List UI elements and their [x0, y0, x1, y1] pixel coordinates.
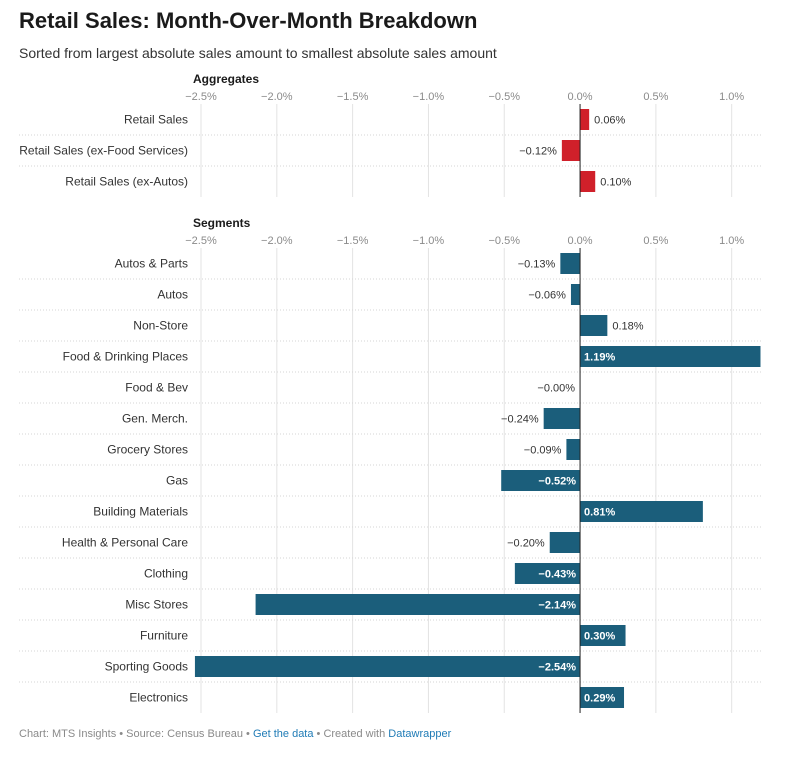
x-tick-label: 0.0% [568, 91, 593, 103]
data-label: −0.20% [507, 538, 545, 550]
category-label: Electronics [129, 691, 188, 705]
category-label: Food & Bev [125, 381, 188, 395]
x-tick-label: 0.5% [643, 91, 668, 103]
bar [580, 625, 626, 646]
chart-title: Retail Sales: Month-Over-Month Breakdown [19, 8, 478, 33]
bar [560, 253, 581, 274]
x-tick-label: −2.0% [261, 235, 293, 247]
x-tick-label: 1.0% [719, 235, 744, 247]
bar [566, 439, 581, 460]
bar [580, 109, 590, 130]
bar [501, 470, 581, 491]
chart-subtitle: Sorted from largest absolute sales amoun… [19, 45, 497, 61]
category-label: Retail Sales [124, 113, 188, 127]
x-tick-label: −1.5% [337, 235, 369, 247]
x-tick-label: −2.5% [185, 91, 217, 103]
bar-chart: Aggregates−2.5% −2.0% −1.5% −1.0% −0.5% 0.0% 0… [19, 72, 762, 713]
data-label: −0.06% [528, 290, 566, 302]
data-label: 0.06% [594, 115, 625, 127]
bar [549, 532, 581, 553]
category-label: Misc Stores [125, 598, 188, 612]
category-label: Building Materials [93, 505, 188, 519]
footer-separator: • [116, 728, 127, 740]
bar [570, 284, 581, 305]
data-label: −0.13% [518, 259, 556, 271]
category-label: Gen. Merch. [122, 412, 188, 426]
panel-heading-aggregates: Aggregates [193, 72, 259, 86]
x-tick-label: 0.5% [643, 235, 668, 247]
footer-separator: • [242, 728, 253, 740]
data-label: −2.14% [538, 600, 576, 612]
category-label: Autos & Parts [115, 257, 188, 271]
datawrapper-link[interactable]: Datawrapper [388, 728, 452, 740]
data-label: 0.29% [584, 693, 615, 705]
x-tick-label: −1.5% [337, 91, 369, 103]
bar [194, 656, 581, 677]
x-tick-label: 1.0% [719, 91, 744, 103]
category-label: Food & Drinking Places [63, 350, 188, 364]
category-label: Health & Personal Care [62, 536, 188, 550]
category-label: Retail Sales (ex-Autos) [65, 175, 188, 189]
data-label: −0.24% [501, 414, 539, 426]
category-label: Furniture [140, 629, 188, 643]
data-label: −0.43% [538, 569, 576, 581]
bar [580, 501, 703, 522]
chart-credit: Chart: MTS Insights [19, 728, 117, 740]
category-label: Clothing [144, 567, 188, 581]
source-credit: Source: Census Bureau [126, 728, 243, 740]
bar [580, 687, 625, 708]
bar [580, 346, 761, 367]
data-label: 0.30% [584, 631, 615, 643]
bar [580, 171, 596, 192]
bar [580, 315, 608, 336]
chart-footer: Chart: MTS Insights • Source: Census Bur… [19, 728, 451, 740]
created-with-text: Created with [323, 728, 386, 740]
category-label: Retail Sales (ex-Food Services) [19, 144, 188, 158]
x-tick-label: −2.5% [185, 235, 217, 247]
bar [514, 563, 581, 584]
data-label: 0.10% [600, 177, 631, 189]
x-tick-label: −0.5% [488, 235, 520, 247]
category-label: Sporting Goods [105, 660, 188, 674]
footer-separator: • [313, 728, 324, 740]
data-label: 0.81% [584, 507, 615, 519]
category-label: Non-Store [133, 319, 188, 333]
bar [561, 140, 581, 161]
category-label: Gas [166, 474, 188, 488]
data-label: 0.18% [612, 321, 643, 333]
category-label: Grocery Stores [107, 443, 188, 457]
category-label: Autos [157, 288, 188, 302]
panel-heading-segments: Segments [193, 216, 251, 230]
data-label: −2.54% [538, 662, 576, 674]
data-label: −0.52% [538, 476, 576, 488]
x-tick-label: −1.0% [413, 91, 445, 103]
x-tick-label: −0.5% [488, 91, 520, 103]
x-tick-label: 0.0% [568, 235, 593, 247]
data-label: −0.09% [524, 445, 562, 457]
data-label: −0.12% [519, 146, 557, 158]
x-tick-label: −2.0% [261, 91, 293, 103]
data-label: −0.00% [537, 383, 575, 395]
x-tick-label: −1.0% [413, 235, 445, 247]
data-label: 1.19% [584, 352, 615, 364]
get-data-link[interactable]: Get the data [252, 728, 314, 740]
bar [255, 594, 581, 615]
bar [543, 408, 581, 429]
